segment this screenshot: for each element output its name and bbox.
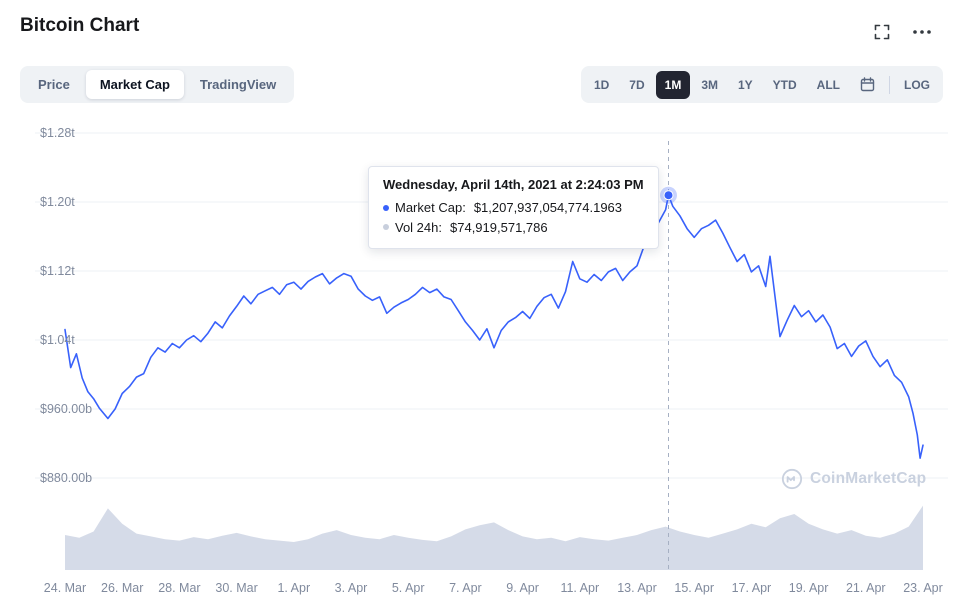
x-axis-label: 1. Apr bbox=[277, 581, 310, 595]
x-axis-label: 30. Mar bbox=[215, 581, 257, 595]
range-1m[interactable]: 1M bbox=[655, 70, 691, 99]
coinmarketcap-logo-icon bbox=[781, 468, 803, 490]
y-axis-label: $880.00b bbox=[40, 471, 92, 485]
tooltip-volume-label: Vol 24h: bbox=[395, 219, 442, 235]
x-axis-label: 19. Apr bbox=[789, 581, 829, 595]
volume-area bbox=[65, 505, 923, 570]
tab-market-cap[interactable]: Market Cap bbox=[85, 70, 184, 99]
tab-price[interactable]: Price bbox=[24, 70, 84, 99]
calendar-button[interactable] bbox=[851, 70, 884, 99]
tooltip-market-cap-label: Market Cap: bbox=[395, 200, 466, 215]
x-axis-label: 21. Apr bbox=[846, 581, 886, 595]
coinmarketcap-watermark: CoinMarketCap bbox=[781, 468, 926, 490]
page-title: Bitcoin Chart bbox=[20, 15, 140, 36]
x-axis-label: 26. Mar bbox=[101, 581, 143, 595]
ellipsis-icon bbox=[913, 30, 931, 34]
x-axis-label: 11. Apr bbox=[560, 581, 599, 595]
x-axis-label: 24. Mar bbox=[44, 581, 86, 595]
tab-tradingview[interactable]: TradingView bbox=[186, 70, 290, 99]
y-axis-label: $1.20t bbox=[40, 195, 75, 209]
range-1y[interactable]: 1Y bbox=[729, 71, 762, 99]
x-axis-label: 15. Apr bbox=[674, 581, 714, 595]
x-axis-label: 23. Apr bbox=[903, 581, 943, 595]
fullscreen-icon bbox=[874, 24, 890, 40]
y-axis-label: $1.28t bbox=[40, 126, 75, 140]
tooltip-date: Wednesday, April 14th, 2021 at 2:24:03 P… bbox=[383, 177, 644, 192]
range-1d[interactable]: 1D bbox=[585, 71, 618, 99]
x-axis-label: 3. Apr bbox=[335, 581, 368, 595]
tooltip-volume-row: Vol 24h: $74,919,571,786 bbox=[383, 218, 644, 238]
x-axis-label: 17. Apr bbox=[732, 581, 772, 595]
toolbar-divider bbox=[889, 75, 890, 94]
range-toolbar: 1D 7D 1M 3M 1Y YTD ALL LOG bbox=[580, 66, 943, 103]
range-ytd[interactable]: YTD bbox=[764, 71, 806, 99]
tooltip-volume-value: $74,919,571,786 bbox=[450, 219, 548, 235]
range-all[interactable]: ALL bbox=[808, 71, 849, 99]
y-axis-label: $1.12t bbox=[40, 264, 75, 278]
chart-type-tabs: Price Market Cap TradingView bbox=[20, 66, 295, 103]
tooltip-market-cap-value: $1,207,937,054,774.1963 bbox=[473, 200, 623, 215]
fullscreen-button[interactable] bbox=[870, 20, 894, 44]
x-axis-label: 5. Apr bbox=[392, 581, 425, 595]
calendar-icon bbox=[860, 77, 875, 92]
range-3m[interactable]: 3M bbox=[692, 71, 727, 99]
marker-dot bbox=[663, 190, 674, 201]
log-scale-button[interactable]: LOG bbox=[895, 71, 939, 99]
x-axis-label: 28. Mar bbox=[158, 581, 200, 595]
market-cap-bullet bbox=[383, 204, 389, 211]
volume-bullet bbox=[383, 224, 389, 231]
y-axis-label: $960.00b bbox=[40, 402, 92, 416]
tooltip-market-cap-row: Market Cap: $1,207,937,054,774.1963 bbox=[383, 198, 644, 218]
x-axis-label: 7. Apr bbox=[449, 581, 482, 595]
watermark-text: CoinMarketCap bbox=[810, 470, 927, 487]
x-axis-label: 13. Apr bbox=[617, 581, 657, 595]
chart-tooltip: Wednesday, April 14th, 2021 at 2:24:03 P… bbox=[368, 166, 659, 249]
range-7d[interactable]: 7D bbox=[620, 71, 653, 99]
market-cap-line bbox=[64, 194, 924, 459]
y-axis-label: $1.04t bbox=[40, 333, 75, 347]
more-options-button[interactable] bbox=[910, 20, 934, 44]
x-axis-label: 9. Apr bbox=[506, 581, 539, 595]
